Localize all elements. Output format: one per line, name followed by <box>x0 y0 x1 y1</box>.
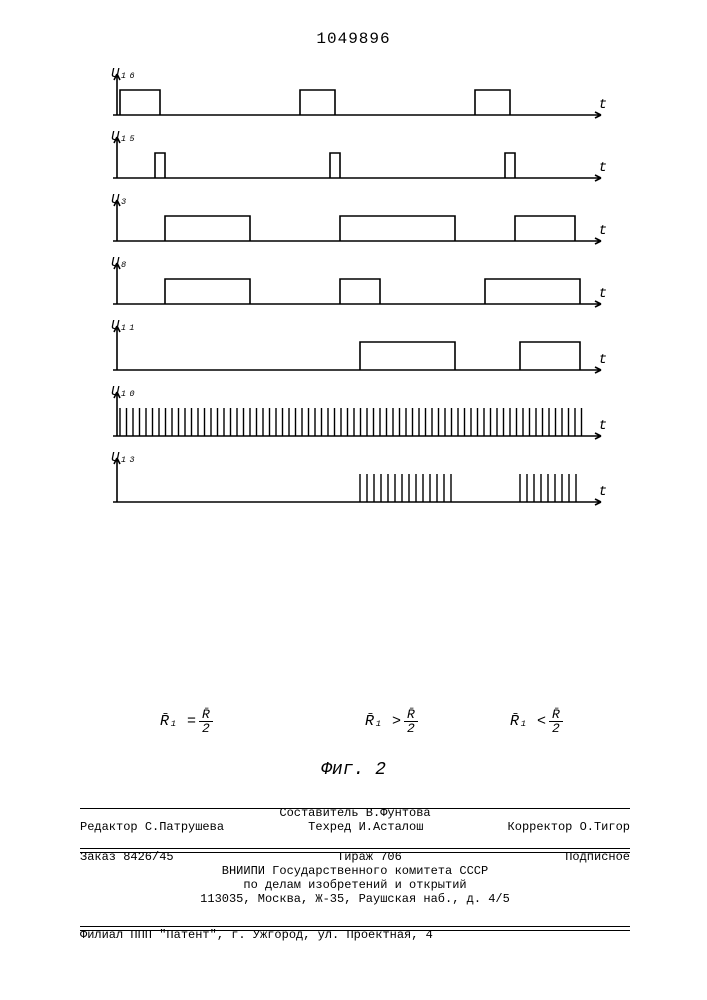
y-axis-label: U₁₀ <box>111 384 136 400</box>
chart-svg <box>105 388 605 446</box>
condition-labels: R̄₁ = R̄2 R̄₁ > R̄2 R̄₁ < R̄2 <box>105 708 605 738</box>
y-axis-label: U₃ <box>111 192 128 208</box>
timing-chart-6: U₁₃t <box>105 454 605 512</box>
page-number: 1049896 <box>0 30 707 48</box>
timing-chart-5: U₁₀t <box>105 388 605 446</box>
corrector: Корректор О.Тигор <box>508 820 630 834</box>
timing-chart-2: U₃t <box>105 196 605 251</box>
separator-4 <box>80 926 630 927</box>
editor: Редактор С.Патрушева <box>80 820 224 834</box>
timing-diagrams: U₁₆tU₁₅tU₃tU₈tU₁₁tU₁₀tU₁₃t <box>105 70 605 520</box>
timing-chart-1: U₁₅t <box>105 133 605 188</box>
timing-chart-4: U₁₁t <box>105 322 605 380</box>
chart-svg <box>105 196 605 251</box>
x-axis-label: t <box>599 418 607 434</box>
chart-svg <box>105 259 605 314</box>
chart-svg <box>105 70 605 125</box>
org-address: 113035, Москва, Ж-35, Раушская наб., д. … <box>80 892 630 906</box>
y-axis-label: U₈ <box>111 255 128 271</box>
order-number: Заказ 8426/45 <box>80 850 174 864</box>
org-line-2: по делам изобретений и открытий <box>80 878 630 892</box>
y-axis-label: U₁₆ <box>111 66 136 82</box>
podpisnoe: Подписное <box>565 850 630 864</box>
page: 1049896 U₁₆tU₁₅tU₃tU₈tU₁₁tU₁₀tU₁₃t R̄₁ =… <box>0 0 707 1000</box>
x-axis-label: t <box>599 97 607 113</box>
x-axis-label: t <box>599 352 607 368</box>
x-axis-label: t <box>599 484 607 500</box>
y-axis-label: U₁₁ <box>111 318 136 334</box>
condition-1: R̄₁ > R̄2 <box>365 708 418 735</box>
condition-2: R̄₁ < R̄2 <box>510 708 563 735</box>
chart-svg <box>105 454 605 512</box>
y-axis-label: U₁₃ <box>111 450 136 466</box>
condition-0: R̄₁ = R̄2 <box>160 708 213 735</box>
tirazh: Тираж 706 <box>337 850 402 864</box>
credits-order-row: Заказ 8426/45 Тираж 706 Подписное ВНИИПИ… <box>80 850 630 906</box>
y-axis-label: U₁₅ <box>111 129 136 145</box>
credits-compiler-row: Составитель В.Фунтова Редактор С.Патруше… <box>80 806 630 834</box>
timing-chart-0: U₁₆t <box>105 70 605 125</box>
credits-branch: Филиал ППП "Патент", г. Ужгород, ул. Про… <box>80 928 630 942</box>
chart-svg <box>105 322 605 380</box>
chart-svg <box>105 133 605 188</box>
figure-caption: Фиг. 2 <box>0 760 707 780</box>
x-axis-label: t <box>599 223 607 239</box>
separator-2 <box>80 848 630 849</box>
branch-line: Филиал ППП "Патент", г. Ужгород, ул. Про… <box>80 928 630 942</box>
compiler: Составитель В.Фунтова <box>80 806 630 820</box>
x-axis-label: t <box>599 286 607 302</box>
x-axis-label: t <box>599 160 607 176</box>
techred: Техред И.Асталош <box>308 820 423 834</box>
timing-chart-3: U₈t <box>105 259 605 314</box>
org-line-1: ВНИИПИ Государственного комитета СССР <box>80 864 630 878</box>
